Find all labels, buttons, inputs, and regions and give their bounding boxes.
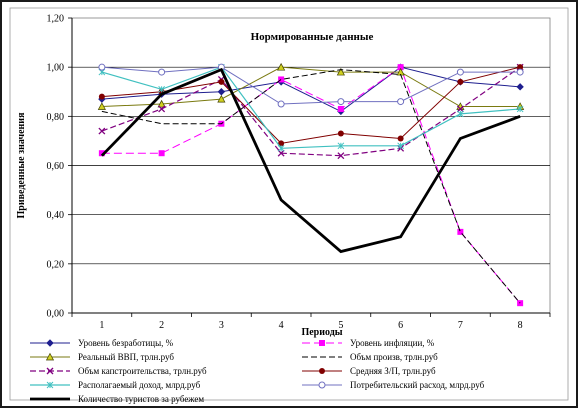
legend-marker [319, 340, 325, 346]
legend-label: Средняя З/П, трлн.руб [350, 366, 436, 376]
legend-label: Количество туристов за рубежем [78, 394, 204, 404]
y-axis-title: Приведенные значения [16, 112, 27, 219]
y-tick-label: 0,20 [47, 259, 65, 270]
legend-label: Уровень инфляции, % [350, 338, 435, 348]
x-tick-label: 6 [398, 320, 403, 331]
x-tick-label: 4 [279, 320, 284, 331]
y-tick-label: 0,60 [47, 161, 65, 172]
x-tick-label: 7 [458, 320, 463, 331]
data-point [338, 99, 344, 105]
data-point [159, 150, 165, 156]
y-tick-label: 1,00 [47, 63, 65, 74]
x-tick-label: 8 [518, 320, 523, 331]
legend-marker [319, 368, 325, 374]
y-tick-label: 1,20 [47, 14, 65, 25]
data-point [457, 69, 463, 75]
legend-label: Потребительский расход, млрд.руб [350, 380, 485, 390]
legend-label: Уровень безработицы, % [78, 338, 174, 348]
data-point [398, 99, 404, 105]
legend-label: Располагаемый доход, млрд.руб [78, 380, 201, 390]
data-point [99, 94, 105, 100]
chart-title: Нормированные данные [251, 31, 374, 43]
data-point [218, 79, 224, 85]
legend-label: Объм капстроительства, трлн.руб [78, 366, 207, 376]
y-tick-label: 0,80 [47, 112, 65, 123]
legend-label: Реальный ВВП, трлн.руб [78, 352, 174, 362]
y-tick-label: 0,40 [47, 210, 65, 221]
x-tick-label: 3 [219, 320, 224, 331]
legend-marker [319, 382, 325, 388]
x-tick-label: 2 [159, 320, 164, 331]
data-point [278, 101, 284, 107]
data-point [338, 106, 344, 112]
x-tick-label: 1 [99, 320, 104, 331]
data-point [398, 135, 404, 141]
x-axis-title: Периоды [301, 327, 342, 338]
data-point [517, 69, 523, 75]
data-point [159, 69, 165, 75]
legend-label: Объм произв, трлн.руб [350, 352, 438, 362]
data-point [99, 64, 105, 70]
data-point [338, 131, 344, 137]
y-tick-label: 0,00 [47, 309, 65, 320]
data-point [457, 79, 463, 85]
